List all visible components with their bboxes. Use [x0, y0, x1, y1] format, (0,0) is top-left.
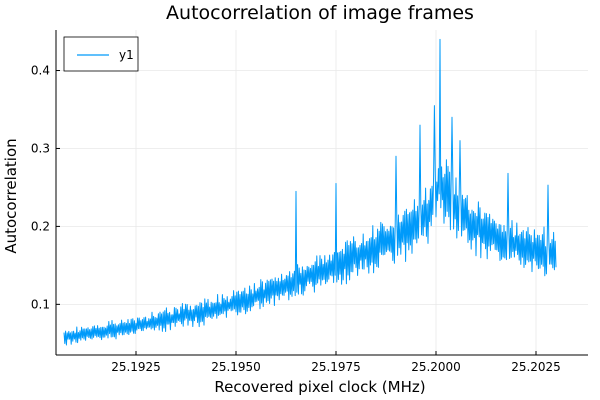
legend: y1 [63, 36, 139, 72]
y-tick-label-1: 0.2 [31, 219, 50, 233]
y-tick-label-2: 0.3 [31, 141, 50, 155]
x-tick-label-3: 25.2000 [411, 360, 461, 374]
x-tick-label-1: 25.1950 [211, 360, 261, 374]
tick-labels: 25.1925 25.1950 25.1975 25.2000 25.2025 0.1 0.… [31, 64, 561, 374]
y-tick-label-3: 0.4 [31, 64, 50, 78]
x-tick-label-4: 25.2025 [511, 360, 561, 374]
series-layer [63, 38, 557, 346]
legend-label-y1: y1 [119, 48, 134, 62]
y-axis-label: Autocorrelation [2, 138, 20, 253]
y-tick-label-0: 0.1 [31, 297, 50, 311]
series-line-y1 [63, 38, 557, 346]
x-axis-label: Recovered pixel clock (MHz) [214, 378, 425, 396]
axes [55, 30, 588, 356]
x-tick-label-2: 25.1975 [311, 360, 361, 374]
legend-box [63, 36, 139, 72]
chart-title: Autocorrelation of image frames [166, 2, 474, 24]
x-tick-label-0: 25.1925 [111, 360, 161, 374]
